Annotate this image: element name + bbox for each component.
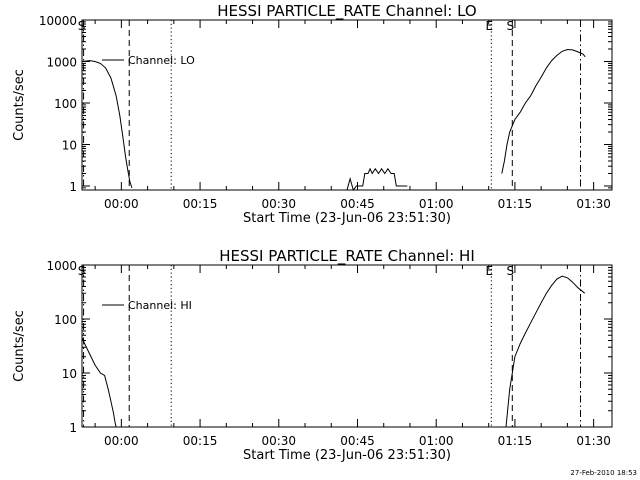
y-tick-label: 1	[69, 421, 77, 435]
x-tick-label: 01:30	[576, 434, 611, 448]
event-marker-label: S	[506, 19, 514, 33]
x-tick-label: 01:15	[498, 434, 533, 448]
x-tick-label: 00:00	[104, 434, 139, 448]
x-tick-label: 00:30	[261, 197, 296, 211]
series-line-1-segment-1	[81, 60, 133, 189]
y-tick-label: 1	[69, 180, 77, 194]
y-tick-label: 100	[54, 97, 77, 111]
y-tick-label: 100	[54, 313, 77, 327]
x-tick-label: 01:15	[498, 197, 533, 211]
x-tick-label: 00:45	[340, 434, 375, 448]
y-tick-label: 10	[62, 367, 77, 381]
y-axis-label: Counts/sec	[12, 310, 27, 382]
series-line-1-segment-2	[346, 167, 408, 192]
series-line-1-segment-2	[505, 275, 586, 428]
plot-frame	[81, 19, 613, 191]
x-tick-label: 00:15	[183, 197, 218, 211]
event-marker-label: S	[78, 264, 86, 278]
x-tick-label: 00:45	[340, 197, 375, 211]
event-marker-label: S	[506, 264, 514, 278]
series-line-1-segment-3	[501, 48, 586, 174]
y-axis-label: Counts/sec	[12, 69, 27, 141]
chart-panel-2: HESSI PARTICLE_RATE Channel: HI 00:00 00:1…	[12, 247, 613, 463]
plot-timestamp: 27-Feb-2010 18:53	[570, 469, 637, 477]
event-marker-label: S	[78, 19, 86, 33]
x-axis-label: Start Time (23-Jun-06 23:51:30)	[243, 211, 451, 226]
y-tick-label: 10	[62, 138, 77, 152]
y-tick-label: 1000	[46, 55, 77, 69]
y-tick-label: 10000	[39, 14, 77, 28]
series-line-1-segment-1	[81, 337, 117, 428]
event-marker-label: E	[486, 264, 494, 278]
legend-label: Channel: LO	[128, 54, 195, 67]
x-tick-label: 01:30	[576, 197, 611, 211]
chart-title: HESSI PARTICLE_RATE Channel: LO	[217, 2, 476, 21]
y-tick-label: 1000	[46, 259, 77, 273]
x-tick-label: 01:00	[419, 434, 454, 448]
event-marker-label: E	[486, 19, 494, 33]
x-tick-label: 01:00	[419, 197, 454, 211]
x-axis-label: Start Time (23-Jun-06 23:51:30)	[243, 448, 451, 463]
x-tick-label: 00:00	[104, 197, 139, 211]
legend-label: Channel: HI	[128, 299, 192, 312]
plot-frame	[81, 264, 613, 428]
chart-panel-1: HESSI PARTICLE_RATE Channel: LO 00:00 00:1…	[12, 2, 613, 226]
x-tick-label: 00:15	[183, 434, 218, 448]
x-tick-label: 00:30	[261, 434, 296, 448]
chart-title: HESSI PARTICLE_RATE Channel: HI	[219, 247, 475, 266]
